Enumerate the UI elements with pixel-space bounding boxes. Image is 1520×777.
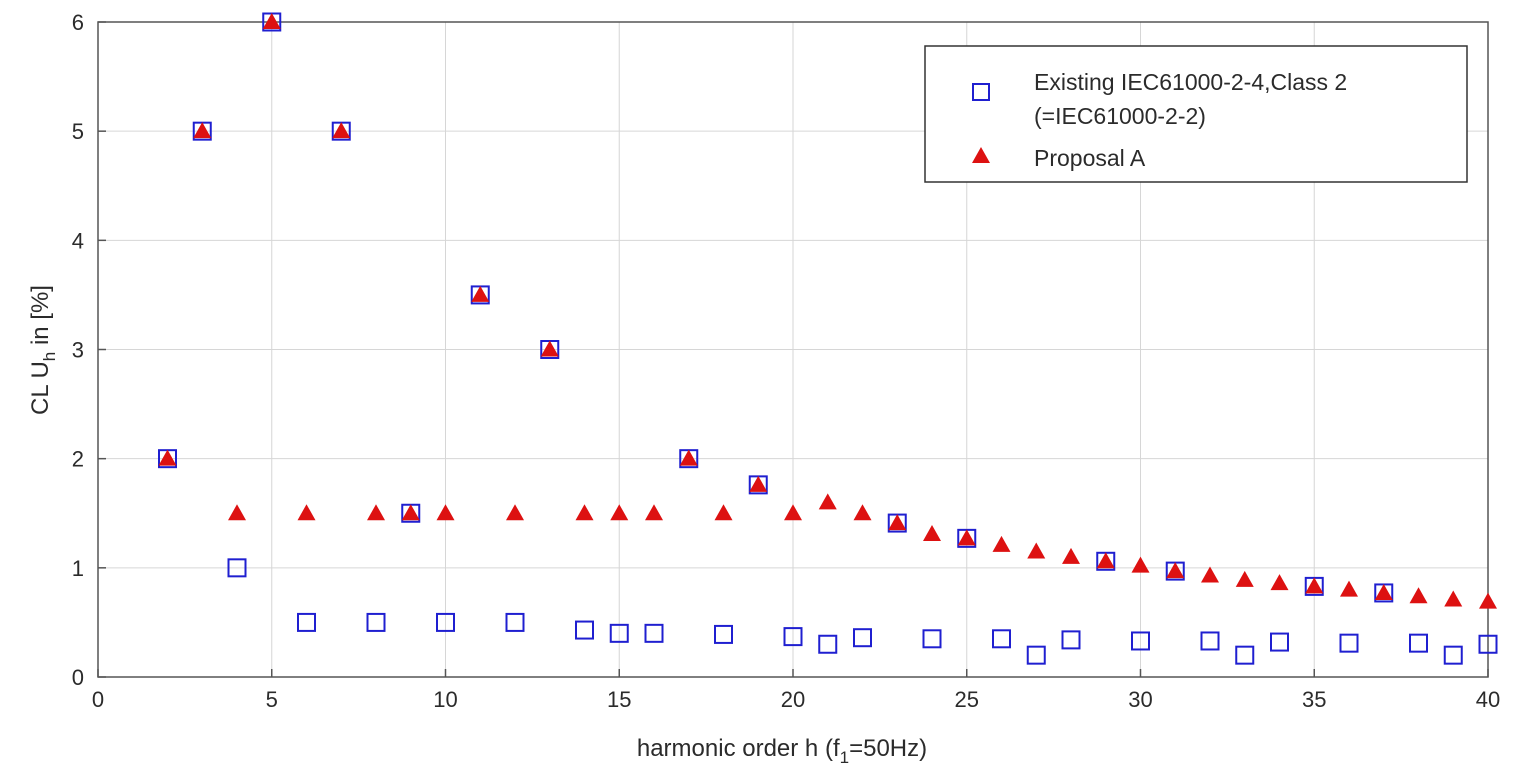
existing-limit-point [1270, 632, 1289, 652]
y-tick-label: 1 [72, 556, 84, 581]
existing-limit-point [1409, 633, 1428, 653]
proposal-a-point [645, 504, 663, 521]
y-tick-label: 0 [72, 665, 84, 690]
proposal-a-point [679, 449, 698, 466]
existing-limit-point [853, 628, 872, 648]
proposal-a-point [957, 529, 976, 546]
x-tick-label: 15 [607, 687, 631, 712]
proposal-a-point [1340, 580, 1358, 597]
proposal-a-point [1062, 547, 1080, 564]
existing-limit-point [783, 627, 803, 647]
proposal-a-point [332, 122, 351, 139]
proposal-a-point [992, 535, 1011, 552]
legend-label-existing: Existing IEC61000-2-4,Class 2 [1034, 69, 1347, 95]
x-tick-label: 40 [1476, 687, 1500, 712]
legend-box [924, 45, 1468, 183]
proposal-a-point [297, 504, 316, 521]
proposal-a-point [540, 340, 559, 357]
data-points [158, 12, 1498, 665]
x-tick-label: 25 [955, 687, 979, 712]
existing-limit-point [505, 612, 525, 632]
proposal-a-point [610, 504, 629, 521]
x-tick-label: 35 [1302, 687, 1326, 712]
proposal-a-point [158, 449, 177, 466]
x-tick-label: 5 [266, 687, 278, 712]
proposal-a-point [818, 493, 837, 510]
proposal-a-point [749, 475, 768, 492]
proposal-a-point [1374, 583, 1393, 600]
proposal-a-point [436, 504, 455, 521]
proposal-a-point [367, 504, 385, 521]
x-tick-label: 30 [1128, 687, 1152, 712]
existing-limit-point [1443, 645, 1463, 665]
existing-limit-point [575, 620, 594, 640]
proposal-a-point [1409, 587, 1428, 604]
proposal-a-point [193, 122, 212, 139]
proposal-a-point [923, 524, 941, 541]
legend: Existing IEC61000-2-4,Class 2 (=IEC61000… [924, 45, 1468, 183]
proposal-a-point [1235, 570, 1254, 587]
existing-limit-point [1200, 631, 1220, 651]
existing-limit-point [297, 612, 316, 632]
x-tick-label: 0 [92, 687, 104, 712]
existing-limit-point [1131, 631, 1150, 651]
y-tick-label: 2 [72, 447, 84, 472]
axis-ticks: 0 5 10 15 20 25 30 35 40 0 1 2 3 4 5 6 [72, 10, 1500, 712]
proposal-a-point [1131, 556, 1150, 573]
proposal-a-point [575, 504, 594, 521]
y-tick-label: 6 [72, 10, 84, 35]
x-axis-label: harmonic order h (f1=50Hz) [637, 735, 927, 767]
proposal-a-point [1479, 592, 1497, 609]
existing-limit-point [227, 558, 247, 578]
proposal-a-point [471, 285, 490, 302]
proposal-a-point [784, 504, 802, 521]
proposal-a-point [401, 504, 420, 521]
x-tick-label: 10 [433, 687, 457, 712]
proposal-a-point [1444, 590, 1463, 607]
proposal-a-point [853, 504, 872, 521]
proposal-a-point [506, 504, 524, 521]
proposal-a-point [1166, 562, 1185, 579]
existing-limit-point [1478, 634, 1498, 654]
proposal-a-point [1027, 542, 1046, 559]
existing-limit-point [436, 612, 455, 632]
y-tick-label: 4 [72, 228, 84, 253]
proposal-a-point [1305, 577, 1324, 594]
existing-limit-point [609, 623, 629, 643]
proposal-a-point [888, 514, 907, 531]
legend-label-existing-line2: (=IEC61000-2-2) [1034, 103, 1206, 129]
existing-limit-point [1061, 630, 1081, 650]
y-tick-label: 3 [72, 338, 84, 363]
proposal-a-point [714, 504, 733, 521]
x-tick-label: 20 [781, 687, 805, 712]
existing-limit-point [366, 612, 386, 632]
existing-limit-point [1339, 633, 1359, 653]
proposal-a-point [1201, 566, 1219, 583]
existing-limit-point [1235, 645, 1255, 665]
legend-marker-existing [972, 83, 990, 101]
existing-limit-point [1026, 645, 1046, 665]
proposal-a-point [1270, 574, 1289, 591]
existing-limit-point [818, 634, 838, 654]
legend-marker-proposal [972, 147, 990, 163]
legend-label-proposal: Proposal A [1034, 145, 1146, 171]
y-tick-label: 5 [72, 119, 84, 144]
y-axis-label: CL Uh in [%] [27, 285, 59, 415]
existing-limit-point [714, 624, 733, 644]
existing-limit-point [922, 629, 942, 649]
existing-limit-point [992, 629, 1011, 649]
existing-limit-point [644, 623, 664, 643]
proposal-a-point [228, 504, 246, 521]
proposal-a-point [1096, 552, 1115, 569]
proposal-a-point [262, 13, 281, 29]
